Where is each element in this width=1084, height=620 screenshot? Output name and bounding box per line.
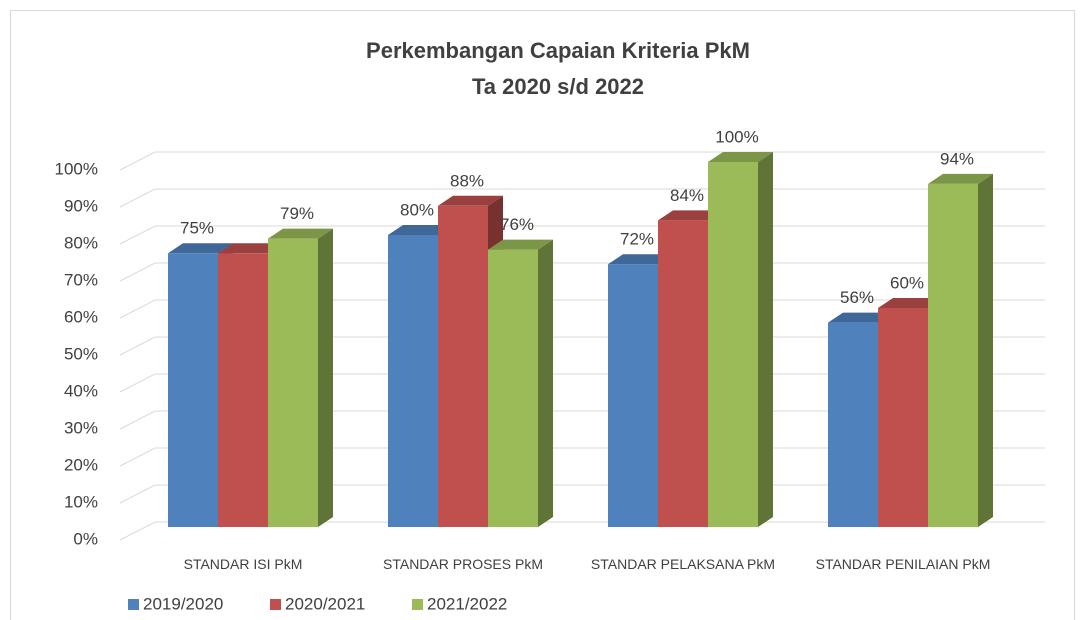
bar-top — [828, 312, 893, 323]
y-tick-label: 30% — [64, 418, 98, 437]
bar-side — [538, 239, 553, 527]
data-label: 60% — [890, 273, 924, 292]
x-tick-label: STANDAR PROSES PkM — [383, 556, 543, 572]
bar-top — [218, 243, 283, 254]
bar — [658, 220, 708, 527]
grid-line — [119, 188, 1045, 208]
data-label: 94% — [940, 149, 974, 168]
data-label: 88% — [450, 171, 484, 190]
data-label: 76% — [500, 215, 534, 234]
data-label: 79% — [280, 204, 314, 223]
bar — [268, 238, 318, 527]
y-tick-label: 40% — [64, 381, 98, 400]
y-tick-label: 60% — [64, 307, 98, 326]
y-tick-label: 10% — [64, 492, 98, 511]
bar — [168, 253, 218, 527]
y-tick-label: 80% — [64, 233, 98, 252]
bar-top — [438, 195, 503, 206]
y-tick-label: 100% — [55, 159, 98, 178]
bar-top — [268, 228, 333, 239]
y-tick-label: 50% — [64, 344, 98, 363]
grid-line — [119, 225, 1045, 245]
bar — [708, 162, 758, 527]
bar-top — [488, 239, 553, 250]
y-tick-label: 70% — [64, 270, 98, 289]
bar-top — [708, 152, 773, 162]
chart-border — [10, 10, 1075, 620]
bar — [928, 183, 978, 527]
legend-label: 2019/2020 — [143, 594, 223, 613]
data-label: 80% — [400, 200, 434, 219]
bar-top — [878, 298, 943, 308]
bar — [488, 249, 538, 527]
legend-label: 2020/2021 — [285, 594, 365, 613]
bar — [438, 205, 488, 528]
bar-top — [658, 210, 723, 221]
bar — [878, 308, 928, 527]
data-label: 56% — [840, 288, 874, 307]
y-tick-label: 0% — [73, 529, 98, 548]
bar-side — [978, 173, 993, 527]
bar — [608, 264, 658, 527]
y-tick-label: 20% — [64, 455, 98, 474]
data-label: 72% — [620, 230, 654, 249]
bar-top — [608, 254, 673, 265]
bar-side — [318, 228, 333, 527]
bar-side — [758, 152, 773, 527]
legend-label: 2021/2022 — [427, 594, 507, 613]
x-tick-label: STANDAR PELAKSANA PkM — [590, 556, 776, 572]
bar-top — [928, 173, 993, 184]
bar — [388, 235, 438, 527]
bar — [218, 253, 268, 527]
data-label: 75% — [180, 219, 214, 238]
bar-top — [168, 243, 233, 254]
y-tick-label: 90% — [64, 196, 98, 215]
legend-swatch — [412, 599, 423, 610]
legend-swatch — [270, 599, 281, 610]
data-label: 84% — [670, 186, 704, 205]
chart-title: Perkembangan Capaian Kriteria PkM — [366, 38, 750, 63]
x-tick-label: STANDAR ISI PkM — [183, 556, 303, 572]
legend-swatch — [128, 599, 139, 610]
bar-top — [388, 225, 453, 235]
grid-line — [119, 151, 1045, 171]
x-tick-label: STANDAR PENILAIAN PkM — [815, 556, 991, 572]
data-label: 100% — [715, 127, 758, 146]
bar — [828, 322, 878, 527]
chart-subtitle: Ta 2020 s/d 2022 — [472, 74, 644, 99]
